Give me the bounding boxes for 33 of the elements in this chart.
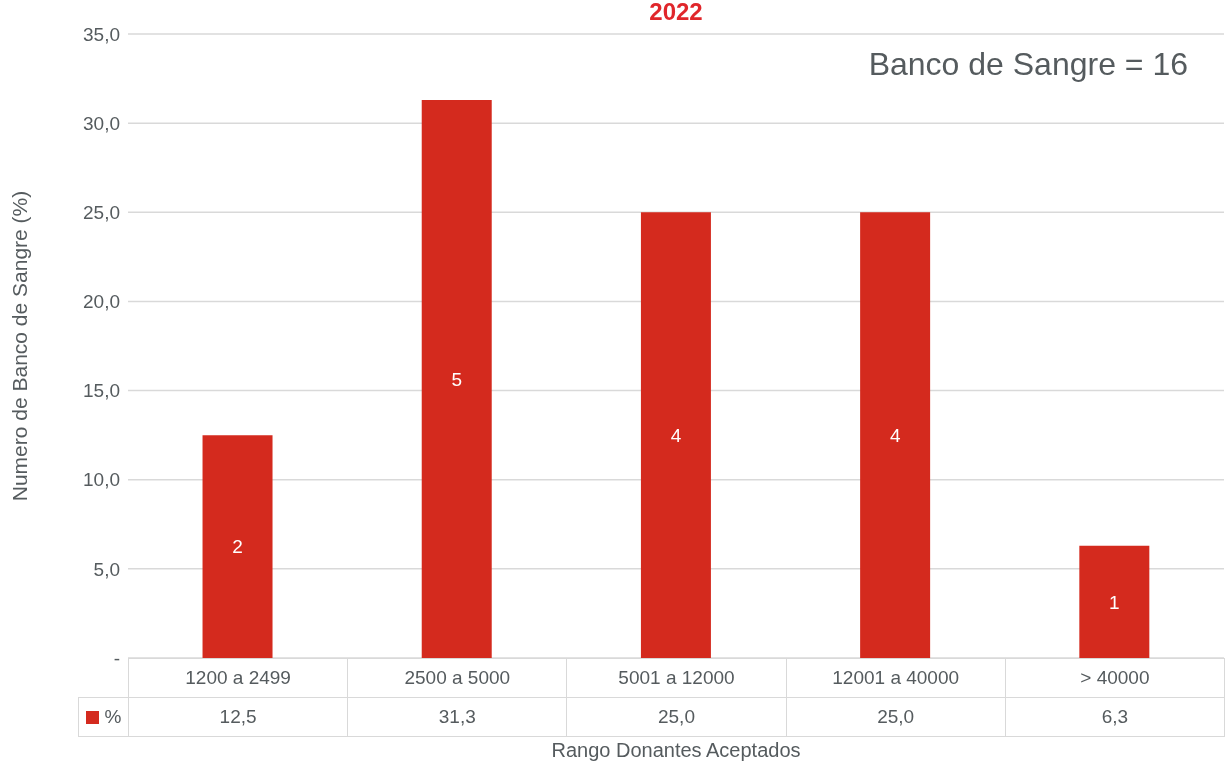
y-axis-title: Numero de Banco de Sangre (%) bbox=[8, 190, 32, 502]
y-tick-label: 10,0 bbox=[83, 469, 120, 491]
annotation: 5 bbox=[451, 368, 463, 390]
y-tick-label: 35,0 bbox=[83, 23, 120, 45]
y-tick-label: - bbox=[113, 647, 120, 669]
x-tick-label: 2500 a 5000 bbox=[347, 658, 568, 698]
x-tick-label: > 40000 bbox=[1004, 658, 1225, 698]
bar bbox=[202, 435, 273, 658]
x-axis-title: Rango Donantes Aceptados bbox=[550, 739, 802, 761]
legend-label: % bbox=[104, 706, 122, 728]
annotation: Banco de Sangre = 16 bbox=[868, 46, 1188, 83]
y-tick-label: 30,0 bbox=[83, 112, 120, 134]
bar bbox=[640, 212, 711, 658]
bar bbox=[860, 212, 931, 658]
y-tick-label: 25,0 bbox=[83, 202, 120, 224]
bar bbox=[1079, 545, 1150, 658]
x-tick-label: 5001 a 12000 bbox=[566, 658, 787, 698]
annotation: 4 bbox=[889, 424, 901, 446]
annotation: 1 bbox=[1109, 591, 1120, 613]
y-tick-label: 20,0 bbox=[83, 291, 120, 313]
data-label: 25,0 bbox=[785, 697, 1006, 737]
annotation: 4 bbox=[670, 424, 682, 446]
data-label: 12,5 bbox=[128, 697, 349, 737]
annotation: 2 bbox=[232, 536, 243, 558]
data-label: 31,3 bbox=[347, 697, 568, 737]
bar bbox=[421, 99, 492, 658]
data-label: 6,3 bbox=[1004, 697, 1225, 737]
y-tick-label: 15,0 bbox=[83, 380, 120, 402]
data-label: 25,0 bbox=[566, 697, 787, 737]
chart-title: 2022 bbox=[648, 0, 704, 25]
x-tick-label: 1200 a 2499 bbox=[128, 658, 349, 698]
x-tick-label: 12001 a 40000 bbox=[785, 658, 1006, 698]
y-tick-label: 5,0 bbox=[93, 558, 120, 580]
